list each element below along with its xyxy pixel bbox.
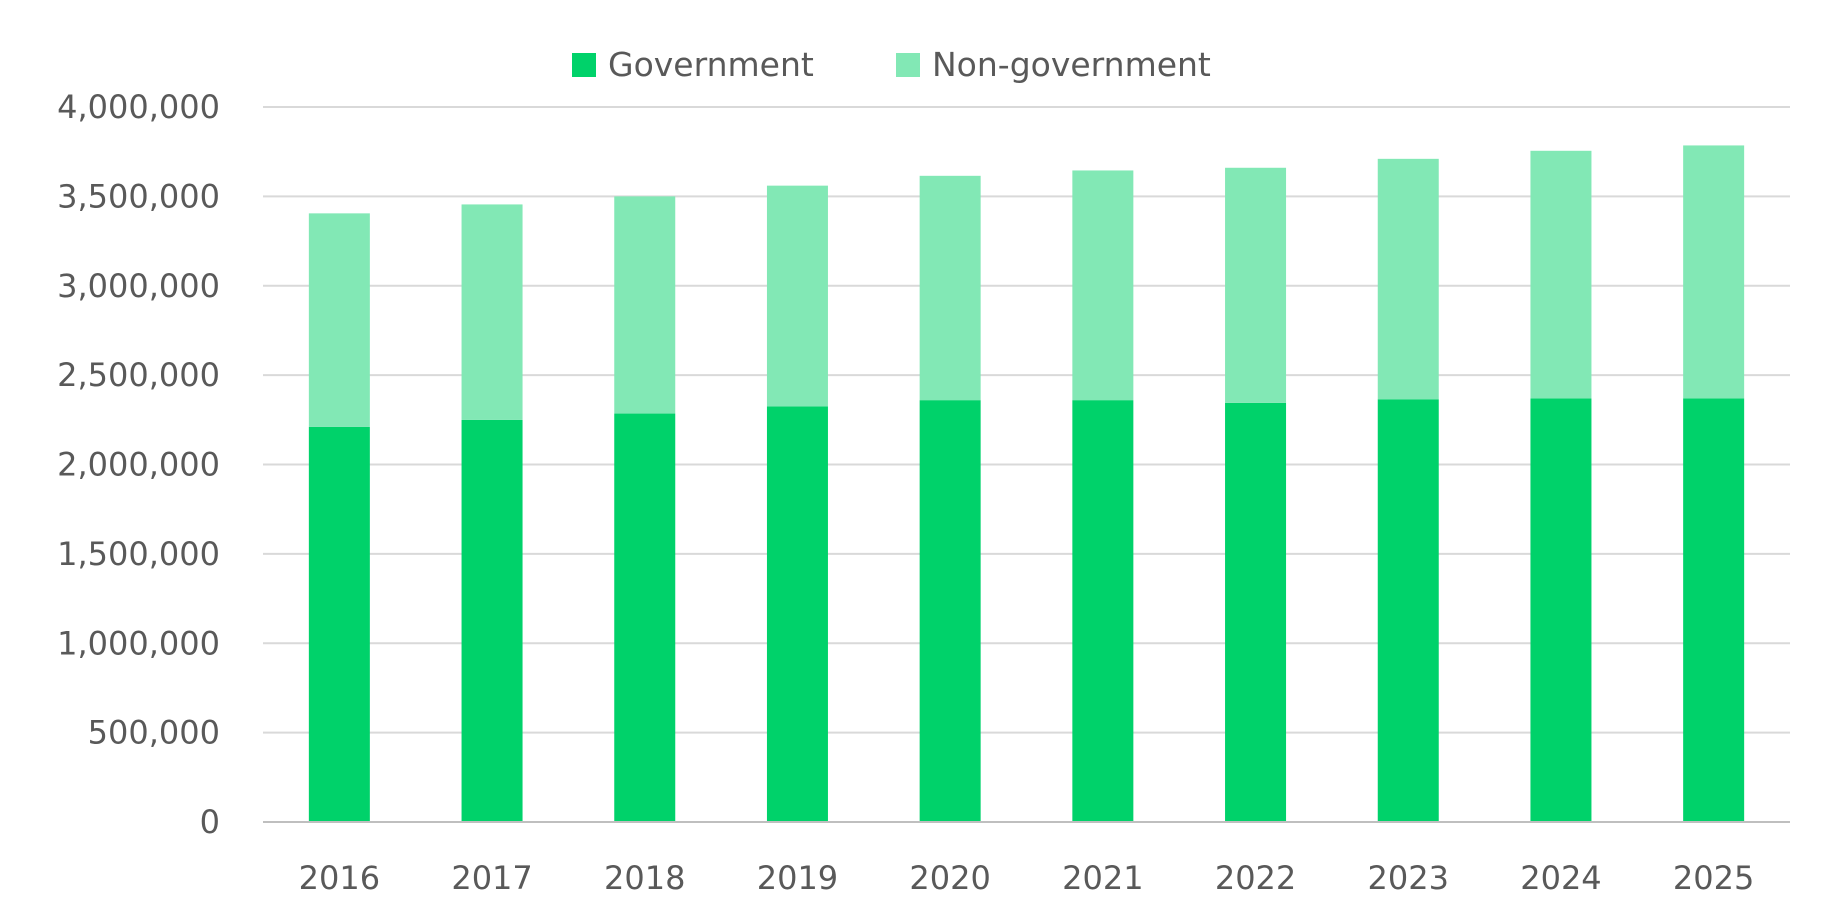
x-tick-label: 2021 [1062, 859, 1143, 897]
x-tick-label: 2024 [1520, 859, 1601, 897]
x-tick-label: 2017 [451, 859, 532, 897]
bar-government-2024 [1530, 398, 1592, 822]
bar-government-2016 [308, 426, 370, 822]
x-tick-label: 2020 [909, 859, 990, 897]
y-tick-label: 1,500,000 [57, 535, 220, 573]
y-tick-label: 0 [200, 803, 220, 841]
bar-non-government-2024 [1530, 150, 1592, 399]
legend-label-non-government: Non-government [932, 45, 1211, 84]
x-axis-tick-labels: 2016 2017 2018 2019 2020 2021 2022 2023 2024 2025 [299, 859, 1755, 897]
bar-government-2020 [919, 400, 981, 822]
bar-government-2023 [1377, 399, 1439, 822]
bar-non-government-2020 [919, 175, 981, 401]
y-tick-label: 2,000,000 [57, 446, 220, 484]
bar-non-government-2021 [1072, 170, 1134, 401]
bar-government-2025 [1683, 398, 1745, 822]
bar-government-2017 [461, 419, 523, 822]
x-tick-label: 2025 [1673, 859, 1754, 897]
y-tick-label: 3,000,000 [57, 267, 220, 305]
bar-government-2022 [1225, 402, 1287, 822]
legend-label-government: Government [608, 45, 814, 84]
bar-government-2019 [766, 406, 828, 822]
y-tick-label: 3,500,000 [57, 177, 220, 215]
y-tick-label: 500,000 [88, 714, 220, 752]
x-tick-label: 2022 [1215, 859, 1296, 897]
y-tick-label: 2,500,000 [57, 356, 220, 394]
bar-non-government-2023 [1377, 158, 1439, 400]
bar-non-government-2022 [1225, 167, 1287, 403]
bar-government-2021 [1072, 400, 1134, 822]
legend: Government Non-government [572, 45, 1211, 84]
y-axis-tick-labels: 0 500,000 1,000,000 1,500,000 2,000,000 2,500… [57, 88, 220, 841]
bar-non-government-2016 [308, 213, 370, 427]
x-tick-label: 2018 [604, 859, 685, 897]
legend-swatch-government [572, 53, 596, 77]
bar-government-2018 [614, 413, 676, 822]
x-tick-label: 2019 [757, 859, 838, 897]
bar-non-government-2025 [1683, 145, 1745, 399]
x-tick-label: 2016 [299, 859, 380, 897]
y-tick-label: 1,000,000 [57, 624, 220, 662]
bars [308, 145, 1745, 822]
bar-non-government-2018 [614, 196, 676, 414]
bar-non-government-2017 [461, 204, 523, 420]
bar-non-government-2019 [766, 185, 828, 407]
x-tick-label: 2023 [1368, 859, 1449, 897]
legend-swatch-non-government [896, 53, 920, 77]
y-tick-label: 4,000,000 [57, 88, 220, 126]
